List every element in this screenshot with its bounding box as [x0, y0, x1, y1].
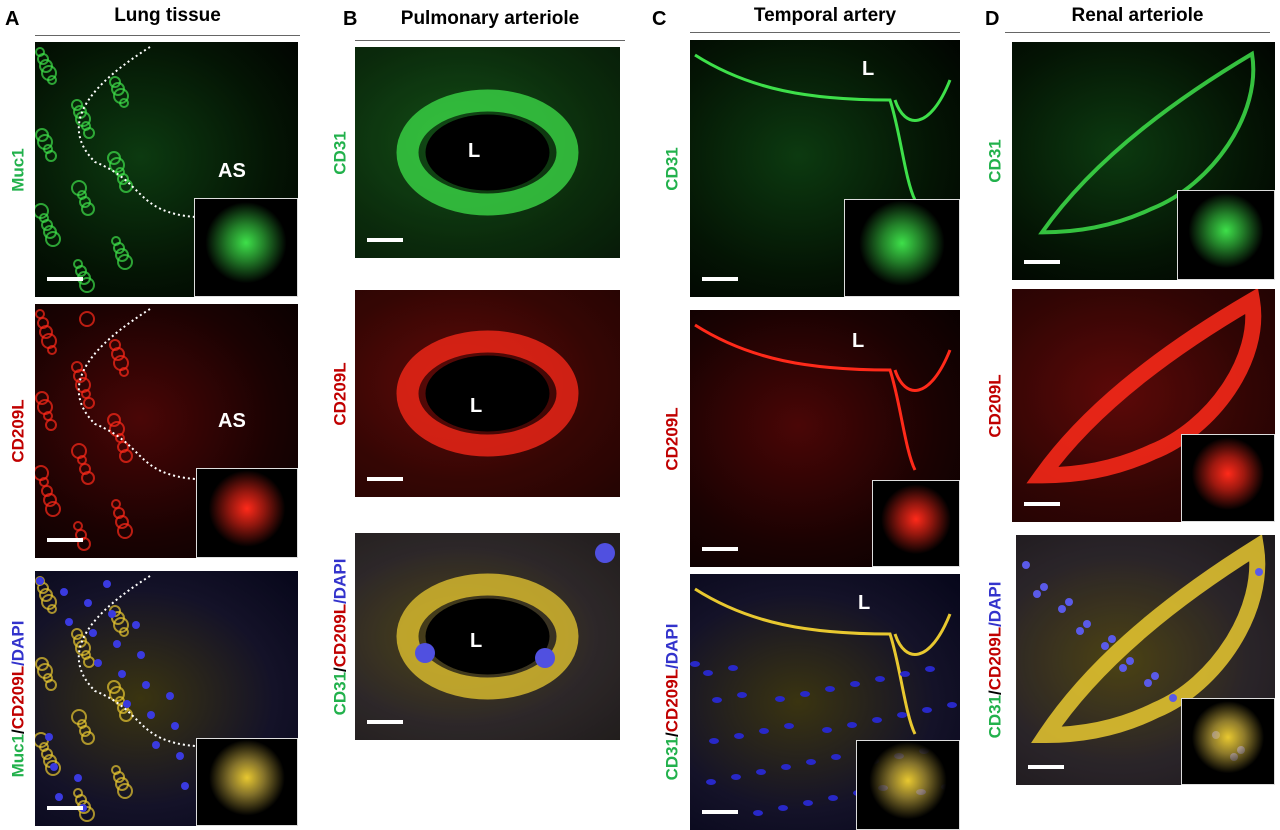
tissue-image	[1038, 50, 1256, 235]
panel-letter-d: D	[985, 8, 1000, 30]
channel-label-part: CD31	[329, 671, 349, 715]
zoom-inset	[872, 480, 960, 567]
scale-bar	[47, 277, 83, 281]
channel-label-part: CD31	[330, 130, 350, 175]
zoom-inset	[194, 198, 298, 297]
channel-label: CD209L	[985, 374, 1005, 437]
channel-label-part: CD31	[661, 736, 681, 781]
channel-label: Muc1/CD209L/DAPI	[8, 620, 28, 777]
channel-label: CD31/CD209L/DAPI	[985, 582, 1005, 739]
channel-label-part: /DAPI	[661, 623, 681, 669]
channel-label-part: /	[984, 690, 1004, 695]
zoom-inset	[844, 199, 960, 297]
zoom-inset	[196, 468, 298, 558]
scale-bar	[702, 277, 738, 281]
tissue-image	[694, 323, 952, 471]
lumen-label: L	[470, 630, 483, 652]
micrograph-b-red	[355, 290, 620, 497]
channel-label-part: CD209L	[330, 361, 350, 426]
micrograph-b-merge	[355, 533, 620, 740]
channel-label: CD31	[985, 139, 1005, 182]
tissue-image	[355, 533, 620, 740]
channel-label: CD31/CD209L/DAPI	[330, 558, 350, 715]
column-title: Temporal artery	[753, 5, 897, 26]
micrograph-d-merge	[1016, 535, 1275, 785]
channel-label-part: CD31	[984, 694, 1004, 739]
panel-letter-b: B	[343, 8, 358, 30]
panel-letter-a: A	[5, 8, 20, 30]
channel-label-part: CD209L	[985, 373, 1005, 438]
zoom-inset	[1181, 698, 1275, 785]
scale-bar	[47, 806, 83, 810]
scale-bar	[367, 477, 403, 481]
column-title: Lung tissue	[114, 5, 221, 26]
scale-bar	[47, 538, 83, 542]
tissue-image	[355, 290, 620, 497]
column-title: Renal arteriole	[1071, 5, 1204, 26]
title-underline	[35, 35, 300, 36]
scale-bar	[1024, 502, 1060, 506]
scale-bar	[702, 547, 738, 551]
scale-bar	[702, 810, 738, 814]
channel-label-part: CD31	[985, 139, 1005, 183]
micrograph-b-green	[355, 47, 620, 258]
channel-label: CD31	[662, 147, 682, 190]
channel-label-part: /DAPI	[7, 620, 27, 666]
tissue-image	[355, 47, 620, 258]
micrograph-a-red	[35, 304, 298, 558]
tissue-image	[35, 46, 196, 293]
zoom-inset	[1177, 190, 1275, 280]
lumen-label: L	[852, 330, 865, 352]
micrograph-c-merge	[690, 574, 960, 830]
column-title: Pulmonary arteriole	[400, 8, 580, 29]
lumen-label: AS	[218, 410, 246, 432]
channel-label-part: CD209L	[661, 668, 681, 733]
tissue-image	[1012, 289, 1275, 522]
title-underline	[355, 40, 625, 41]
lumen-label: L	[470, 395, 483, 417]
channel-label-part: Muc1	[7, 733, 27, 777]
panel-letter-c: C	[652, 8, 667, 30]
lumen-label: L	[858, 592, 871, 614]
micrograph-d-red	[1012, 289, 1275, 522]
zoom-inset	[856, 740, 960, 830]
channel-label-part: CD31	[662, 146, 682, 191]
micrograph-c-green	[690, 40, 960, 297]
lumen-label: AS	[218, 160, 246, 182]
channel-label-part: CD209L	[8, 399, 28, 463]
scale-bar	[367, 238, 403, 242]
channel-label: CD31	[330, 131, 350, 174]
channel-label: CD209L	[330, 362, 350, 425]
channel-label-part: /DAPI	[329, 558, 349, 604]
lumen-label: L	[862, 58, 875, 80]
title-underline	[1005, 32, 1270, 33]
zoom-inset	[1181, 434, 1275, 522]
micrograph-c-red	[690, 310, 960, 567]
micrograph-a-green	[35, 42, 298, 297]
micrograph-a-merge	[35, 571, 298, 826]
micrograph-d-green	[1012, 42, 1275, 280]
channel-label-part: /DAPI	[984, 581, 1004, 627]
tissue-image	[35, 575, 196, 822]
title-underline	[690, 32, 960, 33]
tissue-image	[690, 587, 957, 816]
channel-label: CD209L	[662, 407, 682, 470]
channel-label-part: Muc1	[8, 147, 28, 192]
channel-label-part: CD209L	[662, 406, 682, 471]
lumen-label: L	[468, 140, 481, 162]
tissue-image	[694, 53, 952, 201]
channel-label-part: /	[661, 732, 681, 737]
scale-bar	[1024, 260, 1060, 264]
channel-label: CD31/CD209L/DAPI	[662, 624, 682, 781]
channel-label: Muc1	[8, 148, 28, 191]
scale-bar	[1028, 765, 1064, 769]
channel-label-part: CD209L	[329, 603, 349, 667]
channel-label-part: CD209L	[984, 626, 1004, 691]
scale-bar	[367, 720, 403, 724]
channel-label: CD209L	[8, 399, 28, 462]
zoom-inset	[196, 738, 298, 826]
channel-label-part: CD209L	[7, 665, 27, 729]
